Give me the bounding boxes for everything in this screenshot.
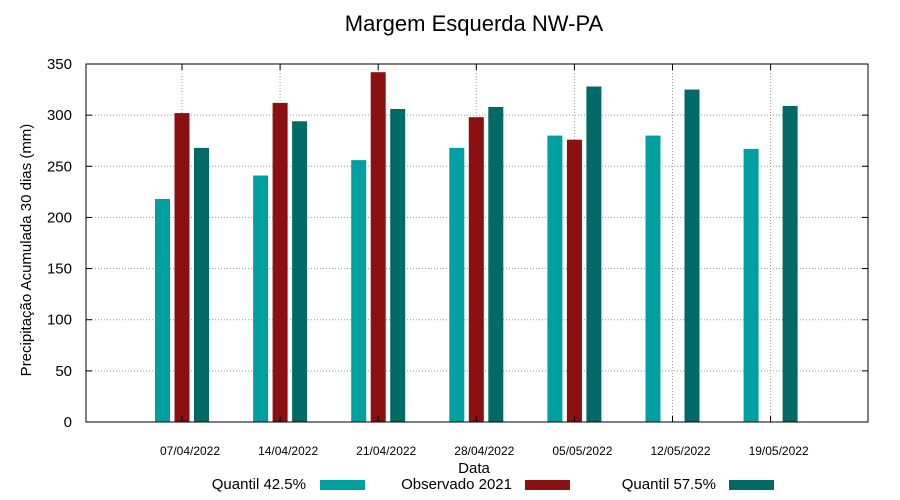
x-tick-label: 19/05/2022 xyxy=(749,444,809,458)
x-tick-label: 28/04/2022 xyxy=(454,444,514,458)
bar xyxy=(782,105,798,423)
bar xyxy=(253,175,269,422)
x-axis-label: Data xyxy=(458,460,490,477)
bar xyxy=(272,102,288,423)
y-tick-label: 50 xyxy=(55,363,72,380)
x-tick-label: 07/04/2022 xyxy=(160,444,220,458)
x-tick-label: 14/04/2022 xyxy=(258,444,318,458)
bar xyxy=(351,160,367,423)
bar xyxy=(488,106,504,423)
legend-swatch xyxy=(525,480,570,490)
x-tick-label: 12/05/2022 xyxy=(650,444,710,458)
legend-label: Observado 2021 xyxy=(401,476,512,493)
bar xyxy=(743,148,759,422)
y-tick-label: 150 xyxy=(47,261,72,278)
legend-label: Quantil 42.5% xyxy=(212,476,306,493)
bar xyxy=(468,117,484,422)
legend: Quantil 42.5% Observado 2021 Quantil 57.5% xyxy=(212,476,774,493)
bar xyxy=(566,139,582,423)
y-tick-label: 300 xyxy=(47,107,72,124)
y-tick-label: 200 xyxy=(47,209,72,226)
bars xyxy=(155,72,798,423)
bar xyxy=(390,109,406,423)
bar xyxy=(645,135,661,422)
bar xyxy=(684,89,700,423)
x-tick-label: 21/04/2022 xyxy=(356,444,416,458)
x-axis-ticks: 07/04/2022 14/04/2022 21/04/2022 28/04/2022… xyxy=(160,64,809,458)
chart-title: Margem Esquerda NW-PA xyxy=(345,11,604,36)
bar xyxy=(370,72,386,422)
x-tick-label: 05/05/2022 xyxy=(552,444,612,458)
y-tick-label: 350 xyxy=(47,56,72,73)
y-axis-ticks: 0 50 100 150 200 250 300 350 xyxy=(47,56,868,431)
bar xyxy=(449,147,465,423)
legend-label: Quantil 57.5% xyxy=(622,476,716,493)
bar xyxy=(586,86,602,422)
bar xyxy=(155,199,170,422)
bar xyxy=(292,121,308,422)
legend-swatch xyxy=(729,480,774,490)
bar xyxy=(194,147,209,423)
y-tick-label: 100 xyxy=(47,312,72,329)
y-tick-label: 250 xyxy=(47,158,72,175)
plot-frame xyxy=(85,63,869,423)
y-axis-label: Precipitação Acumulada 30 dias (mm) xyxy=(18,124,35,377)
legend-swatch xyxy=(320,480,365,490)
bar xyxy=(547,135,563,422)
bar xyxy=(174,113,190,423)
y-tick-label: 0 xyxy=(64,414,72,431)
